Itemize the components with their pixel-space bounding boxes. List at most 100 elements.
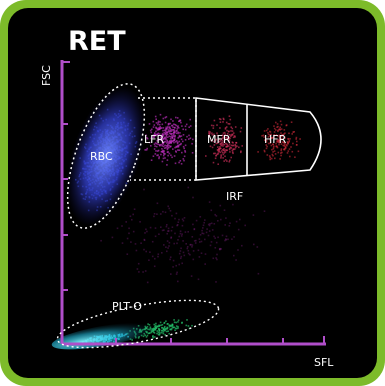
scatter-point [183,155,186,158]
scatter-point [218,118,221,120]
scatter-point [169,135,172,138]
scatter-point [176,117,179,119]
hfr-label: HFR [264,133,287,146]
scatter-point [236,145,238,147]
scatter-point [121,225,123,227]
scatter-point [277,125,279,128]
scatter-point [177,146,180,148]
scatter-point [228,138,230,140]
scatter-point [184,144,187,147]
scatter-point [148,141,151,144]
scatter-point [158,123,161,126]
scatter-point [169,126,171,128]
scatter-point [226,129,228,132]
scatter-point [210,139,212,142]
scatter-point [175,273,178,275]
scatter-point [170,154,172,157]
scatter-point [230,126,232,128]
scatter-point [180,121,182,124]
scatter-point [166,240,169,242]
scatter-point [145,228,147,231]
scatter-point [162,127,165,129]
scatter-point [161,135,163,138]
scatter-point [215,241,218,244]
scatter-point [225,239,228,241]
scatter-point [157,253,160,255]
scatter-point [130,241,132,243]
scatter-point [178,161,180,164]
scatter-point [272,136,275,139]
scatter-point [279,138,281,140]
scatter-point [144,232,146,234]
scatter-point [158,126,160,129]
scatter-point [178,134,181,137]
scatter-point [178,149,181,151]
scatter-point [171,128,173,131]
scatter-point [179,135,181,138]
scatter-point [201,229,203,232]
scatter-point [144,334,146,337]
scatter-point [210,241,213,243]
scatter-point [269,135,271,137]
scatter-point [269,139,271,141]
scatter-point [154,235,157,238]
scatter-point [168,325,171,328]
scatter-point [263,136,265,138]
scatter-point [204,219,206,221]
scatter-point [265,129,268,132]
scatter-point [267,133,270,136]
scatter-point [165,126,167,129]
scatter-point [167,247,169,249]
scatter-point [167,230,170,232]
scatter-point [171,132,174,135]
scatter-point [231,149,234,152]
scatter-point [270,144,273,147]
scatter-point [289,155,291,158]
scatter-point [163,150,165,152]
scatter-point [177,280,179,283]
scatter-point [202,227,204,229]
scatter-point [177,137,179,139]
scatter-point [173,141,175,144]
scatter-point [257,151,259,153]
scatter-point [222,121,224,123]
scatter-point [158,233,160,235]
scatter-point [164,211,167,214]
scatter-point [241,244,243,247]
scatter-point [171,326,174,328]
scatter-point [154,145,156,147]
scatter-point [221,151,224,154]
scatter-point [150,137,152,140]
scatter-point [168,207,170,210]
scatter-point [162,210,164,213]
scatter-point [167,127,169,129]
scatter-point [256,246,259,248]
scatter-point [166,250,168,253]
scatter-point [213,133,215,136]
scatter-point [162,157,165,160]
scatter-point [208,201,211,203]
scatter-point [170,118,172,121]
scatter-point [155,130,157,133]
scatter-point [282,133,284,136]
scatter-point [162,149,164,152]
scatter-point [189,125,192,127]
scatter-point [214,247,217,249]
scatter-point [234,146,237,149]
scatter-point [170,130,173,132]
scatter-point [277,135,279,138]
scatter-point [161,132,164,135]
scatter-point [163,129,166,132]
scatter-point [219,151,221,154]
scatter-point [276,146,279,149]
scatter-point [218,140,221,143]
scatter-point [177,149,179,151]
scatter-point [175,150,177,152]
scatter-point [144,149,146,151]
scatter-point [261,135,263,137]
scatter-point [164,121,167,124]
scatter-point [166,151,169,153]
scatter-point [223,135,226,138]
scatter-point [296,140,298,143]
scatter-point [162,154,165,157]
